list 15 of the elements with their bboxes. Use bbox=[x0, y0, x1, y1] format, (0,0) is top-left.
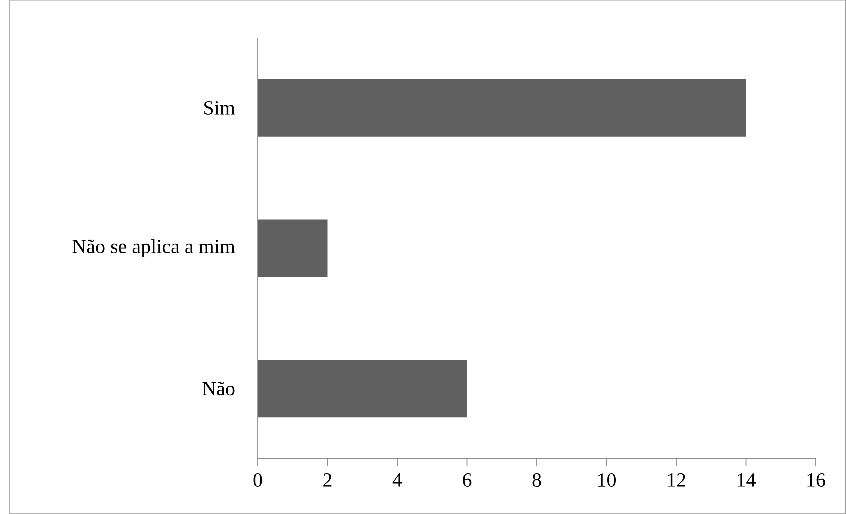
y-tick-label: Não se aplica a mim bbox=[72, 239, 236, 258]
bar bbox=[258, 79, 746, 137]
x-tick-label: 6 bbox=[463, 473, 472, 487]
bar bbox=[258, 220, 328, 278]
x-tick-label: 4 bbox=[392, 473, 402, 486]
x-tick-label: 10 bbox=[598, 473, 616, 487]
x-tick-label: 2 bbox=[324, 473, 332, 487]
x-tick-label: 16 bbox=[808, 473, 826, 487]
x-tick-label: 8 bbox=[532, 473, 542, 487]
y-tick-label: Não bbox=[202, 382, 235, 396]
x-tick-label: 12 bbox=[668, 473, 686, 487]
x-tick-label: 14 bbox=[738, 473, 756, 487]
x-tick-label: 0 bbox=[254, 473, 262, 487]
y-tick-label: Sim bbox=[204, 101, 236, 115]
bar bbox=[258, 360, 468, 418]
